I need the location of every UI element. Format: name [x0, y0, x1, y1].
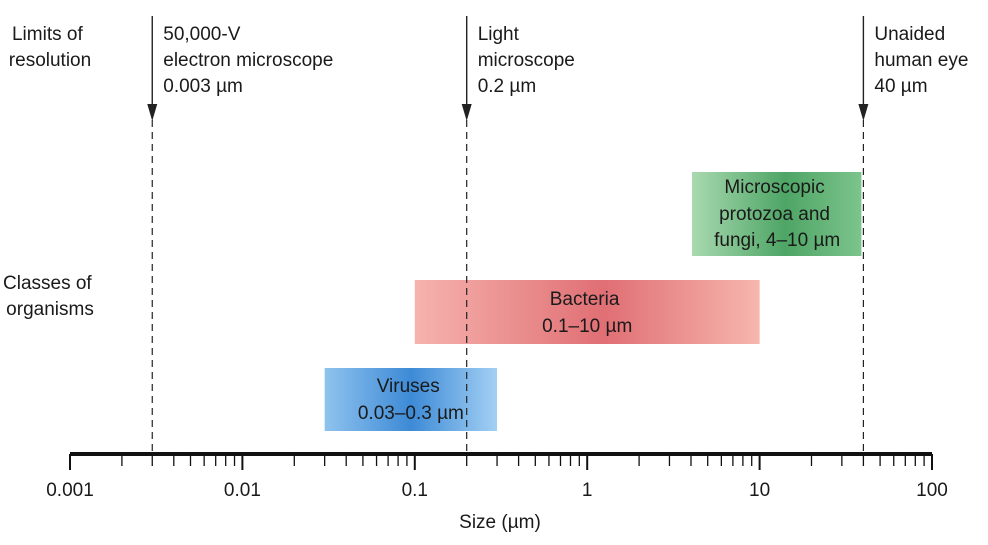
- x-tick-label-0.001: 0.001: [46, 480, 94, 501]
- x-tick-label-0.01: 0.01: [224, 480, 261, 501]
- x-tick-label-0.1: 0.1: [402, 480, 428, 501]
- x-tick-label-100: 100: [916, 480, 948, 501]
- limit-label-light-microscope: Light microscope 0.2 µm: [478, 24, 580, 97]
- x-axis-minor-ticks: [121, 454, 925, 466]
- limit-label-human-eye: Unaided human eye 40 µm: [874, 24, 973, 97]
- x-axis-major-ticks: [69, 454, 933, 470]
- range-label-bacteria: Bacteria 0.1–10 µm: [542, 289, 632, 337]
- limit-arrowhead-light-microscope: [461, 104, 472, 121]
- range-label-viruses: Viruses 0.03–0.3 µm: [358, 376, 464, 424]
- resolution-limits: [147, 16, 869, 452]
- limit-arrowhead-human-eye: [858, 104, 869, 121]
- x-axis-label: Size (µm): [459, 512, 541, 533]
- limit-label-electron-microscope: 50,000-V electron microscope 0.003 µm: [163, 24, 338, 97]
- row-label-organisms: Classes of organisms: [3, 273, 97, 320]
- x-tick-label-10: 10: [749, 480, 770, 501]
- range-bar-viruses: [324, 368, 498, 431]
- range-bar-fungi: [691, 172, 862, 256]
- range-bar-bacteria: [414, 280, 760, 344]
- organism-range-bars: [324, 172, 862, 431]
- range-label-fungi: Microscopic protozoa and fungi, 4–10 µm: [714, 177, 840, 251]
- limit-arrowhead-electron-microscope: [147, 104, 158, 121]
- x-tick-label-1: 1: [582, 480, 593, 501]
- row-label-resolution: Limits of resolution: [9, 24, 91, 71]
